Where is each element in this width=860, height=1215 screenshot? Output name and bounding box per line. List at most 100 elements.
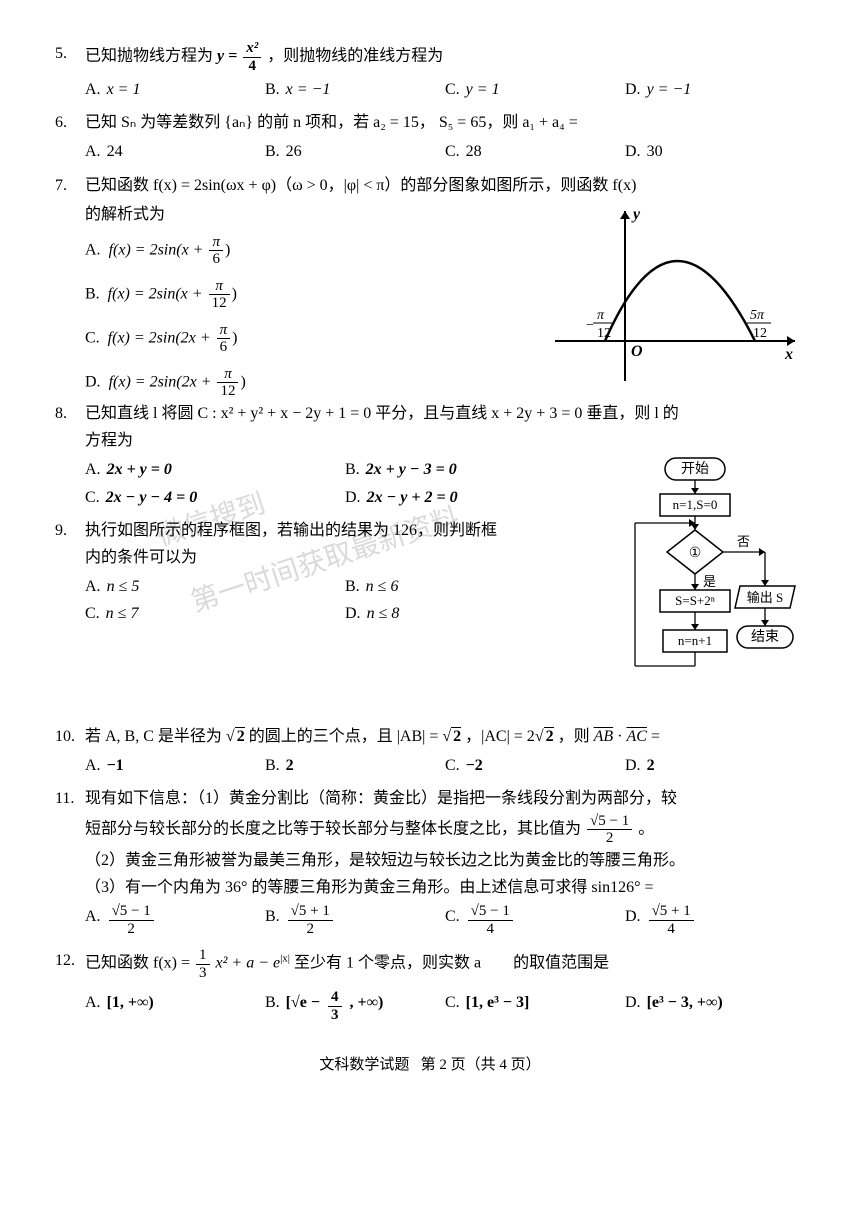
n: π — [217, 366, 238, 384]
l2: 方程为 — [85, 432, 133, 449]
output: 输出 S — [747, 590, 783, 605]
option-a: A.x = 1 — [85, 76, 265, 103]
val: y = −1 — [647, 76, 692, 103]
d: 12 — [209, 295, 230, 312]
init: n=1,S=0 — [673, 497, 718, 512]
d: 2 — [109, 921, 154, 938]
option-b: B.n ≤ 6 — [345, 573, 605, 600]
a: 若 A, B, C 是半径为 — [85, 728, 226, 745]
val: 28 — [466, 138, 482, 165]
option-c: C.y = 1 — [445, 76, 625, 103]
page: 第 2 页（共 4 页） — [421, 1057, 541, 1073]
option-b: B. f(x) = 2sin(x + π12) — [85, 278, 545, 312]
question-10: 10. 若 A, B, C 是半径为 √2 的圆上的三个点，且 |AB| = √… — [55, 723, 805, 750]
option-a: A. f(x) = 2sin(x + π6) — [85, 234, 545, 268]
n: π — [217, 322, 231, 340]
pre: f(x) = 2sin(2x + — [109, 374, 216, 391]
option-a: A.[1, +∞) — [85, 989, 265, 1023]
y: y — [631, 206, 641, 223]
option-d: D.2x − y + 2 = 0 — [345, 484, 605, 511]
d: 6 — [217, 339, 231, 356]
val: 2x − y + 2 = 0 — [367, 484, 458, 511]
flowchart: 开始 n=1,S=0 ① 否 输出 S 结束 — [605, 456, 805, 715]
q10-options: A.−1 B.2 C.−2 D.2 — [85, 752, 805, 779]
qnum: 5. — [55, 40, 85, 74]
option-b: B.2 — [265, 752, 445, 779]
pre: [√e − — [286, 989, 320, 1023]
exp: |x| — [280, 952, 290, 964]
option-b: B.x = −1 — [265, 76, 445, 103]
start: 开始 — [681, 461, 709, 477]
option-b: B. [√e − 43, +∞) — [265, 989, 445, 1023]
q12-options: A.[1, +∞) B. [√e − 43, +∞) C.[1, e³ − 3]… — [85, 989, 805, 1023]
qnum: 9. — [55, 517, 85, 571]
v1: AB — [594, 728, 614, 745]
d: 4 — [649, 921, 694, 938]
text: ，则抛物线的准线方程为 — [267, 48, 443, 65]
step2: n=n+1 — [678, 633, 712, 648]
option-d: D.2 — [625, 752, 805, 779]
line2: 的解析式为 — [85, 201, 545, 228]
eq: y = — [217, 48, 237, 65]
question-9: 9. 执行如图所示的程序框图，若输出的结果为 126，则判断框 内的条件可以为 — [55, 517, 605, 571]
val: 24 — [107, 138, 123, 165]
n: π — [209, 234, 223, 252]
qnum: 12. — [55, 947, 85, 981]
l2b: 。 — [638, 820, 654, 837]
tl-n: π — [597, 308, 605, 323]
qtext: 已知抛物线方程为 y = x²4 ，则抛物线的准线方程为 — [85, 40, 805, 74]
val: 2 — [286, 752, 294, 779]
option-d: D.n ≤ 8 — [345, 600, 605, 627]
question-6: 6. 已知 Sₙ 为等差数列 {aₙ} 的前 n 项和，若 a₂ = 15， S… — [55, 109, 805, 136]
q9-options: A.n ≤ 5 B.n ≤ 6 C.n ≤ 7 D.n ≤ 8 — [85, 573, 605, 627]
q8-options: A.2x + y = 0 B.2x + y − 3 = 0 C.2x − y −… — [85, 456, 605, 510]
val: 30 — [647, 138, 663, 165]
tl-d: 12 — [597, 326, 611, 341]
v2: AC — [626, 728, 646, 745]
post: , +∞) — [350, 989, 384, 1023]
l2a: 短部分与较长部分的长度之比等于较长部分与整体长度之比，其比值为 — [85, 820, 585, 837]
option-d: D. f(x) = 2sin(2x + π12) — [85, 366, 545, 400]
val: n ≤ 7 — [106, 600, 139, 627]
cond: ① — [689, 546, 702, 561]
val: [e³ − 3, +∞) — [647, 989, 723, 1023]
n: √5 + 1 — [288, 903, 333, 921]
qnum: 7. — [55, 172, 85, 199]
val: n ≤ 8 — [367, 600, 400, 627]
option-c: C.[1, e³ − 3] — [445, 989, 625, 1023]
option-a: A.√5 − 12 — [85, 903, 265, 937]
pre: f(x) = 2sin(2x + — [108, 330, 215, 347]
l1: 现有如下信息：（1）黄金分割比（简称：黄金比）是指把一条线段分割为两部分，较 — [85, 790, 677, 807]
d: 3 — [196, 965, 210, 982]
text: 已知抛物线方程为 — [85, 48, 217, 65]
page-footer: 文科数学试题 第 2 页（共 4 页） — [55, 1053, 805, 1079]
d: 6 — [209, 251, 223, 268]
qnum: 11. — [55, 785, 85, 901]
val: x = 1 — [107, 76, 141, 103]
option-d: D.√5 + 14 — [625, 903, 805, 937]
val: n ≤ 5 — [107, 573, 140, 600]
qnum: 10. — [55, 723, 85, 750]
d: 3 — [328, 1007, 342, 1024]
qtext: 已知 Sₙ 为等差数列 {aₙ} 的前 n 项和，若 a₂ = 15， S₅ =… — [85, 109, 805, 136]
x: x — [784, 346, 793, 363]
question-7: 7. 已知函数 f(x) = 2sin(ωx + φ)（ω > 0，|φ| < … — [55, 172, 805, 199]
l1: 执行如图所示的程序框图，若输出的结果为 126，则判断框 — [85, 522, 497, 539]
title: 文科数学试题 — [319, 1057, 409, 1073]
option-c: C.−2 — [445, 752, 625, 779]
b: 的圆上的三个点，且 |AB| = — [249, 728, 443, 745]
line1: 已知函数 f(x) = 2sin(ωx + φ)（ω > 0，|φ| < π）的… — [85, 177, 636, 194]
tr-d: 12 — [753, 326, 767, 341]
pre: f(x) = 2sin(x + — [108, 286, 207, 303]
yes: 是 — [703, 574, 716, 589]
option-b: B.√5 + 12 — [265, 903, 445, 937]
val: −2 — [466, 752, 483, 779]
qtext: 已知函数 f(x) = 2sin(ωx + φ)（ω > 0，|φ| < π）的… — [85, 172, 805, 199]
n: √5 − 1 — [587, 813, 632, 831]
val: 2x + y = 0 — [107, 456, 172, 483]
option-b: B.2x + y − 3 = 0 — [345, 456, 605, 483]
q11-options: A.√5 − 12 B.√5 + 12 C.√5 − 14 D.√5 + 14 — [85, 903, 805, 937]
pre: f(x) = 2sin(x + — [109, 242, 208, 259]
option-c: C.√5 − 14 — [445, 903, 625, 937]
l3: （2）黄金三角形被誉为最美三角形，是较短边与较长边之比为黄金比的等腰三角形。 — [85, 852, 685, 869]
